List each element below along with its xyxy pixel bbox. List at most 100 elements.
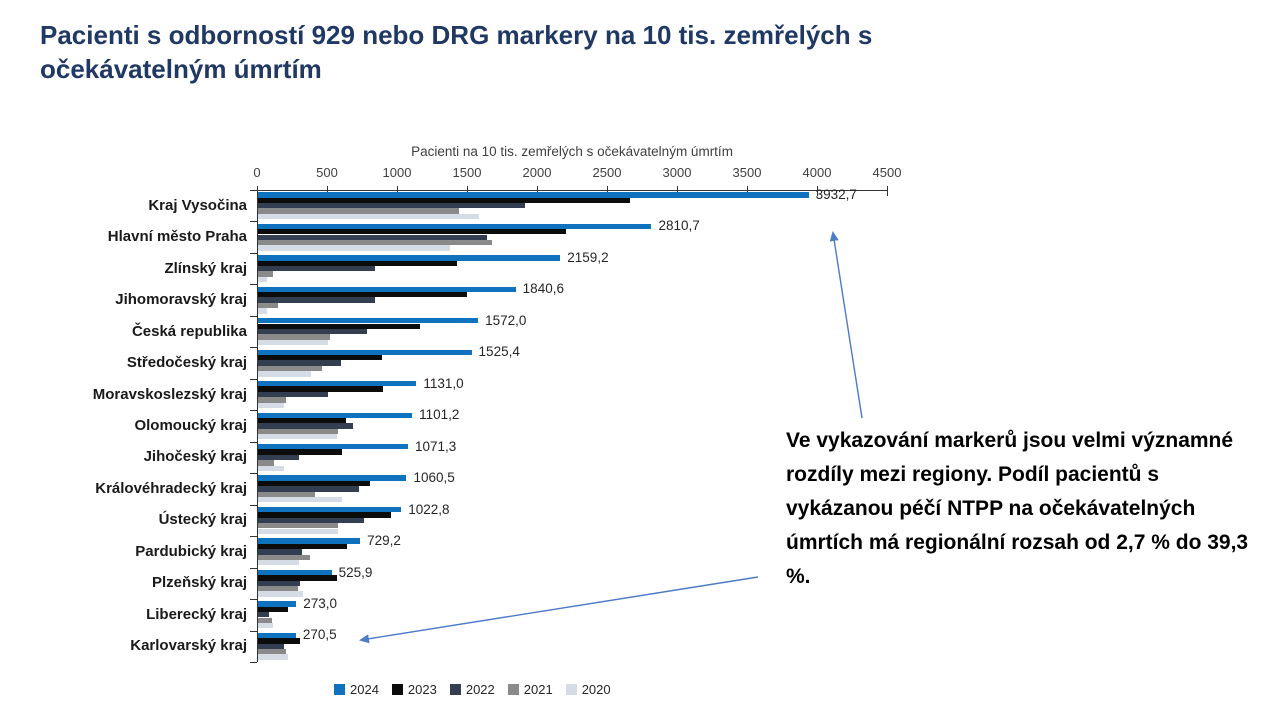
bar-2020 <box>258 654 289 660</box>
bar-2024 <box>258 255 561 261</box>
x-tick-mark <box>257 185 258 196</box>
legend-label: 2023 <box>407 682 437 697</box>
legend-label: 2020 <box>581 682 611 697</box>
bar-2020 <box>258 622 273 629</box>
x-tick-label: 1000 <box>382 165 412 180</box>
bar-2023 <box>258 449 342 455</box>
x-tick-label: 3000 <box>662 165 692 180</box>
category-axis-tick <box>250 662 257 663</box>
bar-2023 <box>258 229 567 235</box>
value-label: 1101,2 <box>419 407 460 423</box>
category-label: Olomoucký kraj <box>134 417 247 434</box>
category-label: Královéhradecký kraj <box>95 479 247 497</box>
bar-2022 <box>258 486 360 492</box>
bar-2022 <box>258 549 302 555</box>
category-label: Ústecký kraj <box>158 511 247 529</box>
category-axis-tick <box>250 504 257 506</box>
bar-2024 <box>258 349 472 355</box>
category-label: Liberecký kraj <box>146 605 247 623</box>
category-axis-tick <box>250 630 257 632</box>
category-axis-tick <box>250 567 257 569</box>
category-axis-tick <box>250 599 257 601</box>
bar-2020 <box>258 371 311 377</box>
bar-2022 <box>258 423 354 429</box>
legend-swatch-icon <box>507 684 519 695</box>
bar-2023 <box>258 260 458 266</box>
annotation-text: Ve vykazování markerů jsou velmi významn… <box>786 429 1249 588</box>
category-axis-tick <box>250 473 257 475</box>
bar-2024 <box>258 443 408 450</box>
x-tick-mark <box>327 185 328 196</box>
bar-2022 <box>258 360 341 366</box>
bar-2023 <box>258 197 630 204</box>
bar-2022 <box>258 454 299 461</box>
bar-2024 <box>258 286 516 293</box>
bar-2022 <box>258 265 375 272</box>
x-tick-mark <box>467 185 468 196</box>
x-axis-line <box>257 190 888 191</box>
category-label: Středočeský kraj <box>126 354 247 372</box>
category-label: Moravskoslezský kraj <box>92 385 247 403</box>
x-tick-label: 4500 <box>872 165 902 180</box>
bar-2021 <box>258 271 273 277</box>
legend-item-2023: 2023 <box>391 682 437 697</box>
bar-2021 <box>258 648 286 655</box>
bar-2023 <box>258 417 346 424</box>
value-label: 1525,4 <box>478 344 520 360</box>
bar-2021 <box>258 397 286 403</box>
x-tick-mark <box>817 185 818 196</box>
category-label: Jihomoravský kraj <box>115 291 247 309</box>
bar-2024 <box>258 569 332 576</box>
category-label: Pardubický kraj <box>135 542 247 560</box>
category-axis-tick <box>250 284 257 286</box>
bar-2023 <box>258 606 288 613</box>
x-tick-mark <box>607 185 608 196</box>
bar-2022 <box>258 643 285 649</box>
category-axis-tick <box>250 410 257 412</box>
legend-label: 2024 <box>350 682 379 697</box>
bar-2020 <box>258 559 300 566</box>
bar-2023 <box>258 512 392 518</box>
legend-swatch-icon <box>565 684 577 695</box>
bar-2021 <box>258 523 339 529</box>
value-label: 1071,3 <box>414 438 457 454</box>
bar-2021 <box>258 239 493 246</box>
bar-2022 <box>258 328 367 335</box>
bar-2020 <box>258 497 342 503</box>
value-label: 729,2 <box>367 533 401 549</box>
category-axis-tick <box>250 221 257 223</box>
value-label: 3932,7 <box>815 186 857 202</box>
x-tick-mark <box>537 185 538 196</box>
x-tick-label: 500 <box>316 165 338 180</box>
bar-2023 <box>258 480 371 487</box>
bar-2022 <box>258 517 365 524</box>
category-label: Jihočeský kraj <box>143 448 247 466</box>
category-axis-tick <box>250 378 257 380</box>
bar-2022 <box>258 612 270 618</box>
bar-2024 <box>258 538 361 544</box>
value-label: 2159,2 <box>567 249 609 265</box>
legend: 2024 2023 2022 2021 2020 <box>334 682 611 697</box>
page-title: Pacienti s odborností 929 nebo DRG marke… <box>40 20 873 84</box>
category-label: Hlavní město Praha <box>107 228 247 246</box>
category-axis-tick <box>250 190 257 191</box>
bar-2024 <box>258 223 652 230</box>
bar-2023 <box>258 638 301 644</box>
x-tick-mark <box>397 185 398 196</box>
value-label: 1840,6 <box>522 281 564 297</box>
bar-2020 <box>258 213 480 220</box>
value-label: 270,5 <box>302 627 337 643</box>
bar-2021 <box>258 617 272 623</box>
legend-item-2020: 2020 <box>565 682 611 697</box>
bar-2021 <box>258 554 311 560</box>
arrow-to-top-bars <box>829 231 863 419</box>
legend-swatch-icon <box>391 684 403 695</box>
category-axis-tick <box>250 441 257 443</box>
bar-2020 <box>258 276 267 283</box>
legend-swatch-icon <box>449 684 461 695</box>
value-label: 2810,7 <box>658 218 700 234</box>
x-tick-label: 0 <box>253 165 261 180</box>
category-axis-tick <box>250 347 257 349</box>
legend-item-2024: 2024 <box>334 682 379 697</box>
